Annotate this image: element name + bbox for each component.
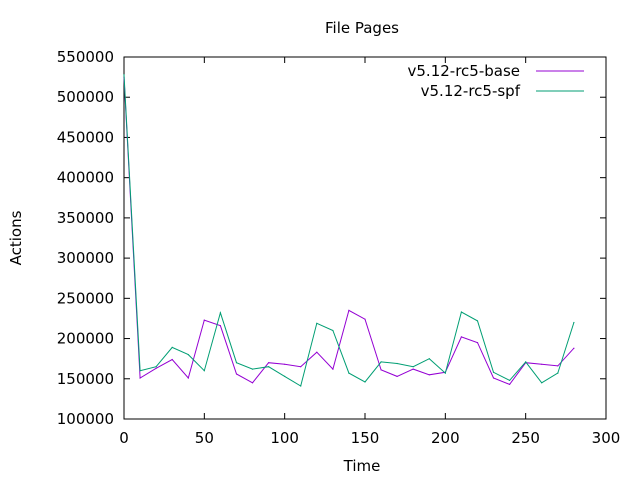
- y-tick-label: 350000: [57, 209, 114, 227]
- y-tick-label: 500000: [57, 88, 114, 106]
- series-1-point: [316, 351, 318, 353]
- series-1-point: [332, 368, 334, 370]
- x-tick-label: 150: [351, 429, 380, 447]
- series-1-point: [476, 342, 479, 344]
- series-2-point: [412, 366, 414, 368]
- series-1-point: [380, 369, 382, 371]
- y-tick-labels: 100000 150000 200000 250000 300000 350000 4000…: [57, 48, 114, 428]
- series-1-point: [187, 377, 189, 379]
- series-2-point: [284, 375, 286, 377]
- series-2-point: [332, 329, 334, 332]
- series-line-1: [123, 77, 575, 386]
- series-1-point: [412, 368, 414, 370]
- series-2-point: [492, 371, 495, 373]
- series-2-point: [525, 361, 527, 363]
- series-2-point: [235, 362, 238, 364]
- series-1-point: [364, 318, 366, 320]
- series-2-point: [573, 321, 575, 324]
- series-1-point: [541, 363, 543, 365]
- series-1-point: [219, 325, 221, 327]
- series-2-point: [139, 370, 141, 372]
- series-1-point: [348, 309, 350, 311]
- series-2-point: [316, 322, 318, 324]
- series-1-point: [171, 358, 173, 361]
- series-2-point: [155, 366, 157, 368]
- y-tick-label: 550000: [57, 48, 114, 66]
- x-tick-labels: 0 50 100 150 200 250 300: [119, 429, 620, 447]
- series-2-point: [541, 382, 543, 384]
- series-2-point: [123, 74, 125, 76]
- series-2-point: [380, 361, 382, 363]
- y-tick-label: 150000: [57, 370, 114, 388]
- x-tick-label: 100: [270, 429, 299, 447]
- x-tick-label: 300: [592, 429, 621, 447]
- series-1-point: [396, 375, 398, 377]
- series-1-point: [251, 382, 254, 384]
- series-2-point: [171, 346, 173, 348]
- series-2-point: [219, 312, 221, 314]
- legend-label: v5.12-rc5-spf: [421, 82, 521, 100]
- y-tick-label: 250000: [57, 289, 114, 307]
- series-1-point: [460, 336, 462, 338]
- series-2-point: [557, 372, 559, 374]
- series-1-point: [284, 363, 286, 365]
- series-2-point: [251, 368, 254, 370]
- series-1-point: [509, 383, 511, 385]
- plot-frame: [123, 56, 607, 420]
- series-1-point: [268, 362, 270, 364]
- legend-label: v5.12-rc5-base: [408, 62, 521, 80]
- axis-ticks: [123, 56, 607, 420]
- y-axis-label: Actions: [7, 210, 25, 265]
- series-2-point: [268, 366, 270, 368]
- series-2-point: [444, 372, 446, 374]
- series-1-point: [235, 373, 238, 375]
- series-1-point: [300, 366, 302, 368]
- series-1-point: [492, 377, 495, 379]
- series-1-point: [139, 377, 141, 379]
- chart-title: File Pages: [325, 19, 399, 37]
- x-tick-label: 0: [119, 429, 129, 447]
- series-2-point: [460, 311, 462, 313]
- y-tick-label: 100000: [57, 410, 114, 428]
- series-1-point: [557, 365, 559, 367]
- series-2-point: [203, 370, 205, 372]
- x-tick-label: 50: [195, 429, 214, 447]
- legend: v5.12-rc5-base v5.12-rc5-spf: [408, 62, 584, 100]
- series-1-point: [573, 347, 575, 349]
- series-2-point: [396, 362, 398, 365]
- series-1-point: [428, 374, 430, 376]
- series-1-point: [155, 367, 157, 369]
- y-tick-label: 400000: [57, 169, 114, 187]
- series-2-point: [476, 320, 479, 322]
- series-lines: [123, 74, 575, 387]
- series-1-point: [203, 319, 205, 321]
- x-axis-label: Time: [343, 457, 381, 475]
- y-tick-label: 300000: [57, 249, 114, 267]
- y-tick-label: 200000: [57, 330, 114, 348]
- series-2-point: [348, 372, 350, 374]
- series-2-point: [428, 358, 430, 360]
- x-tick-label: 200: [431, 429, 460, 447]
- series-2-point: [364, 381, 366, 383]
- y-tick-label: 450000: [57, 128, 114, 146]
- x-tick-label: 250: [511, 429, 540, 447]
- series-2-point: [509, 379, 511, 381]
- series-2-point: [300, 385, 302, 387]
- series-line-2: [123, 74, 575, 387]
- series-2-point: [187, 354, 189, 356]
